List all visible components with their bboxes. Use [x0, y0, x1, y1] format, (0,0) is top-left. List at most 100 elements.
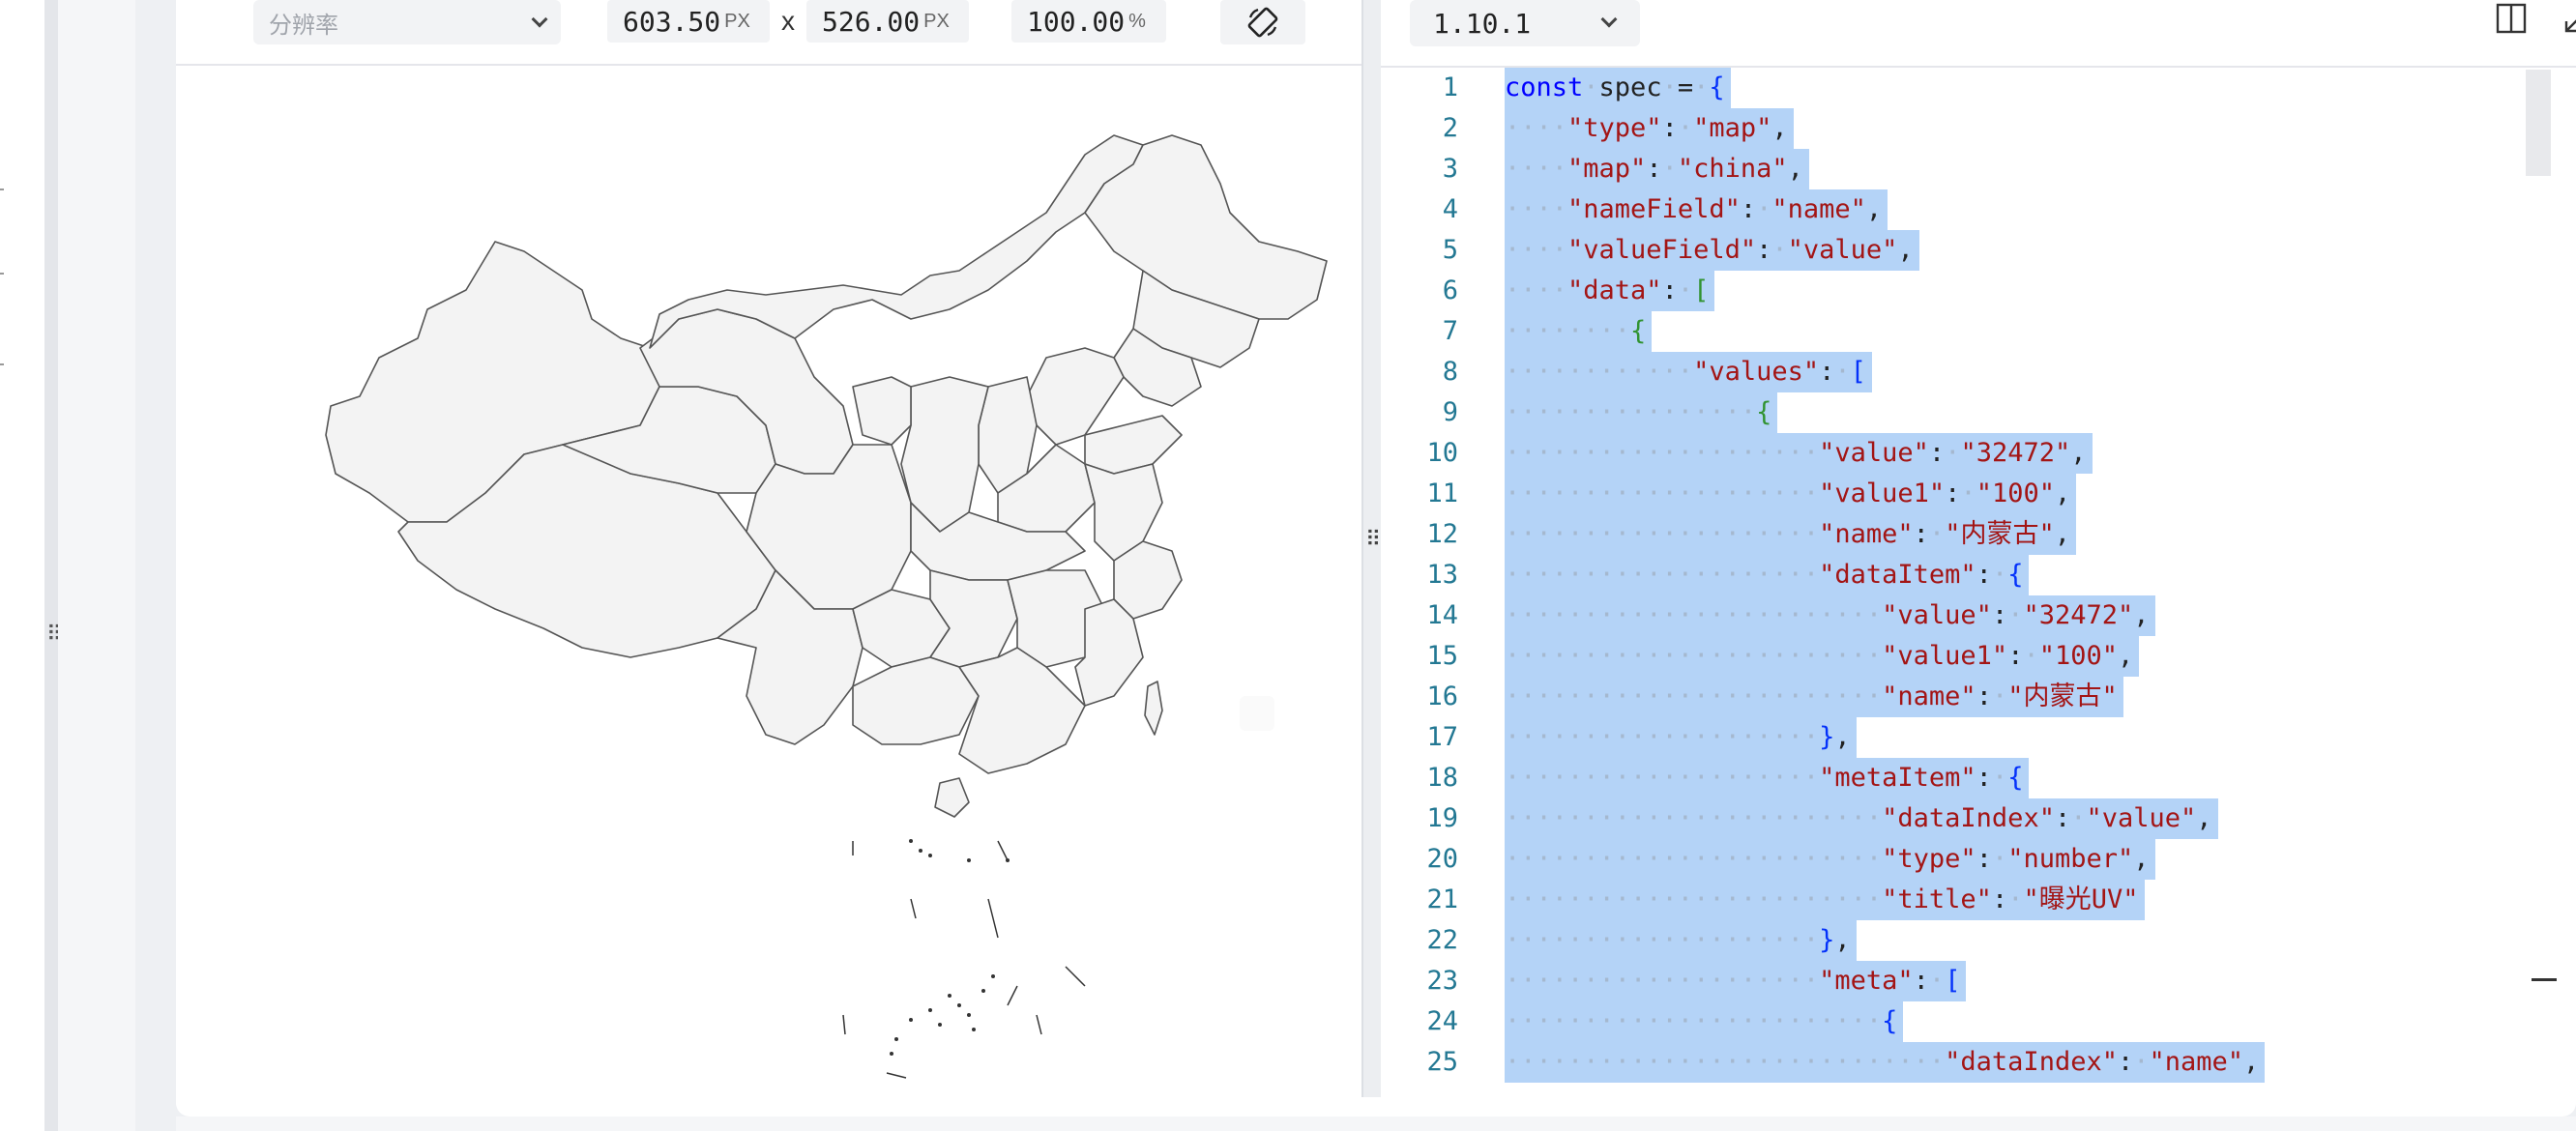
code-token: :	[2054, 803, 2071, 833]
line-number: 10	[1426, 438, 1458, 468]
line-number: 21	[1426, 884, 1458, 914]
code-line[interactable]: 3 ····"map":·"china",	[1381, 149, 2522, 189]
code-token: ····	[1505, 113, 1568, 143]
code-token: ····	[1505, 194, 1568, 224]
panel-splitter[interactable]: ⠿	[1361, 0, 1381, 1097]
code-line[interactable]: 9 ················{	[1381, 392, 2522, 433]
code-token: ····	[1505, 154, 1568, 184]
map-region-hainan	[934, 777, 970, 818]
map-region-fujian	[1074, 598, 1144, 707]
overview-ruler-mark	[2532, 978, 2557, 981]
code-line[interactable]: 18 ····················"metaItem":·{	[1381, 758, 2522, 798]
code-line[interactable]: 24 ························{	[1381, 1001, 2522, 1042]
line-number: 1	[1442, 72, 1458, 102]
code-line[interactable]: 20 ························"type":·"numbe…	[1381, 839, 2522, 880]
code-token: ·	[2023, 641, 2039, 671]
height-input[interactable]: 526.00 PX	[806, 0, 969, 43]
code-line[interactable]: 2 ····"type":·"map",	[1381, 108, 2522, 149]
code-line[interactable]: 21 ························"title":·"曝光UV…	[1381, 880, 2522, 920]
code-token: ·	[2133, 1047, 2150, 1077]
code-token: "dataItem"	[1819, 560, 1976, 590]
code-text: ························"value1":·"100",	[1505, 636, 2140, 677]
code-token: ·	[1928, 966, 1946, 996]
china-map	[325, 134, 1328, 1079]
code-token: :	[1661, 113, 1678, 143]
width-unit: PX	[724, 10, 750, 32]
left-sidebar	[0, 0, 44, 1131]
line-number: 14	[1426, 600, 1458, 630]
sidebar-resize-handle[interactable]: ⠿	[44, 0, 62, 1131]
code-line[interactable]: 25 ····························"dataIndex…	[1381, 1042, 2522, 1083]
code-token: ····················	[1505, 925, 1820, 955]
code-token: "value"	[2086, 803, 2197, 833]
code-token: ,	[2133, 600, 2150, 630]
code-token: :	[2007, 641, 2024, 671]
code-line[interactable]: 19 ························"dataIndex":·"…	[1381, 798, 2522, 839]
code-line[interactable]: 10 ····················"value":·"32472",	[1381, 433, 2522, 474]
map-region-guangdong	[958, 647, 1086, 774]
code-token: "china"	[1677, 154, 1788, 184]
code-line[interactable]: 11 ····················"value1":·"100",	[1381, 474, 2522, 514]
code-line[interactable]: 6 ····"data":·[	[1381, 271, 2522, 311]
chart-preview	[176, 68, 1361, 1097]
zoom-input[interactable]: 100.00 %	[1011, 0, 1166, 43]
map-region-hunan	[929, 569, 1018, 668]
preview-toolbar: 分辨率 603.50 PX x 526.00 PX 100.00 %	[176, 0, 1361, 66]
code-text: ····················"dataItem":·{	[1505, 555, 2030, 595]
code-token: :	[1646, 154, 1662, 184]
code-token: ·	[1771, 235, 1788, 265]
tooltip-anchor	[1240, 696, 1274, 731]
code-text: ························"title":·"曝光UV"	[1505, 880, 2145, 920]
code-token: "name"	[2149, 1047, 2244, 1077]
line-number: 20	[1426, 844, 1458, 874]
code-token: {	[1709, 72, 1725, 102]
version-select[interactable]: 1.10.1	[1410, 0, 1640, 46]
code-line[interactable]: 4 ····"nameField":·"name",	[1381, 189, 2522, 230]
code-line[interactable]: 1 const·spec·=·{	[1381, 68, 2522, 108]
code-token: ····	[1505, 276, 1568, 305]
code-token: ·	[1834, 357, 1851, 387]
code-line[interactable]: 16 ························"name":·"内蒙古"	[1381, 677, 2522, 717]
code-token: ,	[2054, 478, 2071, 508]
code-line[interactable]: 13 ····················"dataItem":·{	[1381, 555, 2522, 595]
code-token: ····················	[1505, 560, 1820, 590]
code-token: ·	[1756, 194, 1772, 224]
code-token: ····················	[1505, 519, 1820, 549]
code-token: ························	[1505, 682, 1883, 711]
code-token: "type"	[1567, 113, 1662, 143]
code-token: {	[2007, 763, 2024, 793]
code-token: "name"	[1882, 682, 1976, 711]
vertical-scrollbar[interactable]	[2526, 70, 2551, 176]
code-token: ····	[1505, 235, 1568, 265]
width-input[interactable]: 603.50 PX	[607, 0, 770, 43]
code-line[interactable]: 8 ············"values":·[	[1381, 352, 2522, 392]
split-view-icon[interactable]	[2495, 2, 2528, 35]
code-text: ····························"dataIndex":…	[1505, 1042, 2266, 1083]
code-area[interactable]: 1 const·spec·=·{2 ····"type":·"map", 3 ····"…	[1381, 66, 2576, 1090]
code-token: ····················	[1505, 478, 1820, 508]
rotate-button[interactable]	[1220, 0, 1305, 44]
code-token: "nameField"	[1567, 194, 1741, 224]
code-line[interactable]: 22 ····················},	[1381, 920, 2522, 961]
code-token: ····················	[1505, 438, 1820, 468]
code-line[interactable]: 5 ····"valueField":·"value",	[1381, 230, 2522, 271]
expand-icon[interactable]	[2562, 2, 2576, 35]
code-token: ················	[1505, 397, 1757, 427]
code-token: ,	[1865, 194, 1883, 224]
code-token: "32472"	[1960, 438, 2071, 468]
code-line[interactable]: 12 ····················"name":·"内蒙古",	[1381, 514, 2522, 555]
resolution-select[interactable]: 分辨率	[253, 0, 561, 44]
code-text: ················{	[1505, 392, 1778, 433]
code-line[interactable]: 14 ························"value":·"3247…	[1381, 595, 2522, 636]
code-token: ························	[1505, 641, 1883, 671]
code-token: ·	[1928, 519, 1946, 549]
code-token: "100"	[2038, 641, 2118, 671]
code-line[interactable]: 7 ········{	[1381, 311, 2522, 352]
code-token: [	[1850, 357, 1866, 387]
code-text: ····················"name":·"内蒙古",	[1505, 514, 2076, 555]
code-line[interactable]: 15 ························"value1":·"100…	[1381, 636, 2522, 677]
code-line[interactable]: 23 ····················"meta":·[	[1381, 961, 2522, 1001]
south-china-sea-islands	[842, 840, 1086, 1079]
code-token: "values"	[1693, 357, 1820, 387]
code-line[interactable]: 17 ····················},	[1381, 717, 2522, 758]
